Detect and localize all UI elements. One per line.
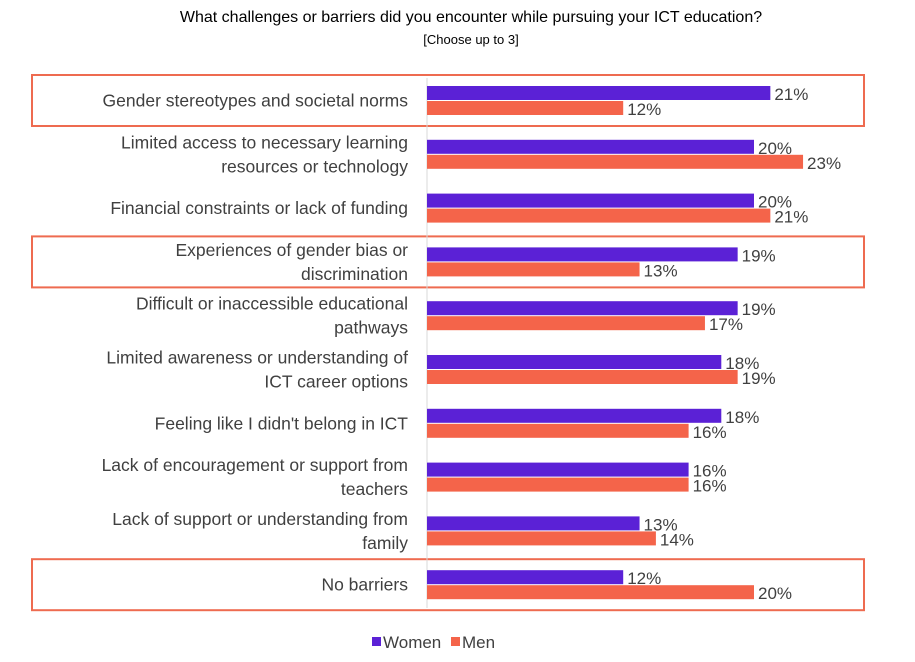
bar-women: [427, 516, 640, 531]
category-label: Financial constraints or lack of funding: [110, 198, 408, 218]
value-label: 16%: [693, 462, 727, 481]
legend-swatch: [451, 637, 460, 646]
category-label: Limited awareness or understanding of ICT…: [106, 348, 408, 392]
category-label-line: family: [362, 533, 408, 553]
category-label-line: Lack of encouragement or support from: [102, 455, 408, 475]
category-label: Experiences of gender bias or discriminat…: [176, 240, 409, 284]
legend-label: Men: [462, 633, 495, 652]
legend-label: Women: [383, 633, 441, 652]
bar-men: [427, 370, 738, 384]
category-label-line: teachers: [341, 479, 408, 499]
value-label: 21%: [774, 208, 808, 227]
value-label: 19%: [742, 369, 776, 388]
category-label: Limited access to necessary learning reso…: [121, 132, 408, 176]
value-label: 20%: [758, 193, 792, 212]
legend-swatch: [372, 637, 381, 646]
category-label-line: pathways: [334, 318, 408, 338]
category-label-line: Limited access to necessary learning: [121, 132, 408, 152]
category-label-line: resources or technology: [221, 156, 408, 176]
category-label-line: Gender stereotypes and societal norms: [103, 91, 409, 111]
bar-women: [427, 86, 771, 100]
category-label-line: Financial constraints or lack of funding: [110, 198, 408, 218]
category-label: Gender stereotypes and societal norms: [103, 91, 409, 111]
value-label: 16%: [693, 423, 727, 442]
bar-women: [427, 139, 754, 154]
bar-women: [427, 301, 738, 316]
value-label: 13%: [644, 261, 678, 280]
category-label: No barriers: [321, 575, 408, 595]
value-labels: 21%12%20%23%20%21%19%13%19%17%18%19%18%1…: [627, 85, 841, 603]
value-label: 19%: [742, 300, 776, 319]
value-label: 16%: [693, 477, 727, 496]
chart-subtitle: [Choose up to 3]: [423, 32, 518, 47]
category-label-line: Lack of support or understanding from: [112, 509, 408, 529]
value-label: 18%: [725, 354, 759, 373]
value-label: 12%: [627, 100, 661, 119]
bar-women: [427, 355, 722, 369]
highlight-boxes: [31, 74, 865, 612]
bar-men: [427, 154, 804, 169]
bar-women: [427, 193, 754, 208]
bar-men: [427, 101, 624, 115]
value-label: 14%: [660, 530, 694, 549]
value-label: 13%: [644, 515, 678, 534]
category-label-line: No barriers: [321, 575, 408, 595]
bar-men: [427, 316, 705, 331]
value-label: 20%: [758, 584, 792, 603]
category-label: Lack of encouragement or support from tea…: [102, 455, 409, 499]
bar-men: [427, 208, 771, 223]
bar-men: [427, 262, 640, 277]
value-label: 23%: [807, 154, 841, 173]
value-label: 18%: [725, 408, 759, 427]
category-label-line: ICT career options: [264, 372, 408, 392]
category-label-line: discrimination: [301, 264, 408, 284]
category-label-line: Difficult or inaccessible educational: [136, 294, 408, 314]
bars: [427, 86, 804, 600]
category-label: Lack of support or understanding from fam…: [112, 509, 408, 553]
bar-women: [427, 408, 722, 423]
value-label: 17%: [709, 315, 743, 334]
bar-men: [427, 585, 754, 600]
value-label: 20%: [758, 139, 792, 158]
bar-women: [427, 247, 738, 262]
bar-men: [427, 477, 689, 492]
bar-men: [427, 423, 689, 438]
value-label: 12%: [627, 569, 661, 588]
bar-men: [427, 531, 656, 546]
chart-title: What challenges or barriers did you enco…: [180, 9, 762, 26]
bar-women: [427, 570, 624, 585]
category-label-line: Limited awareness or understanding of: [106, 348, 408, 368]
category-labels: Gender stereotypes and societal norms Lim…: [102, 91, 409, 595]
highlight-box: [31, 558, 865, 612]
bar-women: [427, 462, 689, 477]
category-label: Difficult or inaccessible educational pat…: [136, 294, 408, 338]
highlight-box: [31, 235, 865, 289]
legend: Women Men: [372, 633, 495, 652]
highlight-box: [31, 74, 865, 127]
value-label: 19%: [742, 246, 776, 265]
category-label-line: Feeling like I didn't belong in ICT: [155, 413, 409, 433]
category-label: Feeling like I didn't belong in ICT: [155, 413, 409, 433]
category-label-line: Experiences of gender bias or: [176, 240, 409, 260]
value-label: 21%: [774, 85, 808, 104]
